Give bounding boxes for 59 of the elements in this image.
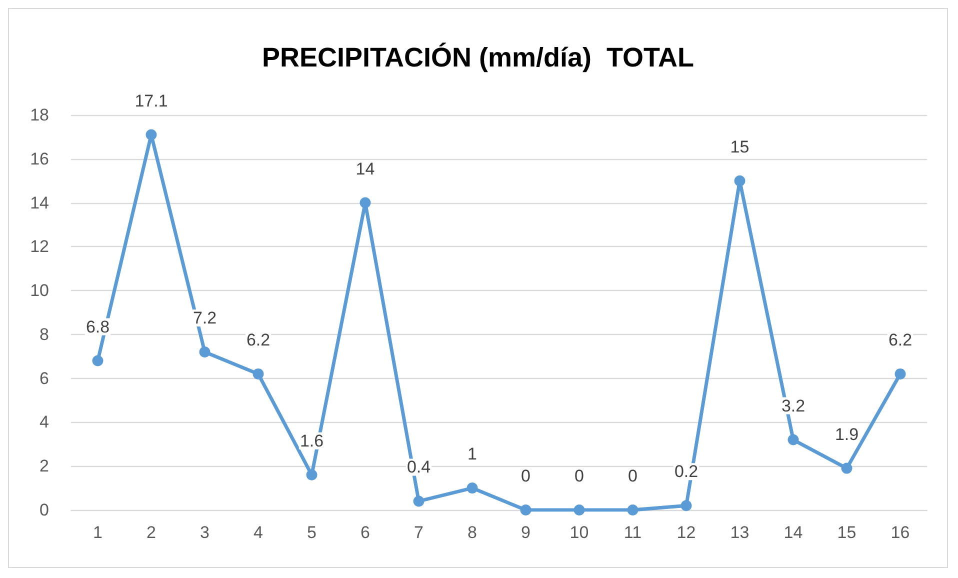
y-tick-label: 16 — [30, 149, 49, 168]
point — [627, 504, 638, 516]
data-label: 0.2 — [674, 462, 698, 482]
chart-title: PRECIPITACIÓN (mm/día) TOTAL — [262, 42, 694, 72]
data-label: 14 — [356, 159, 375, 178]
point — [413, 496, 424, 507]
data-label: 0 — [574, 466, 584, 486]
y-tick-label: 2 — [40, 456, 49, 476]
x-tick-label: 10 — [570, 523, 589, 542]
x-tick-label: 1 — [93, 523, 102, 542]
x-tick-label: 14 — [784, 523, 803, 542]
y-tick-label: 6 — [40, 368, 49, 388]
data-label: 1.9 — [834, 424, 859, 444]
x-tick-label: 7 — [414, 523, 424, 542]
point — [841, 462, 852, 474]
data-label: 0 — [521, 466, 530, 486]
x-tick-label: 2 — [146, 523, 156, 542]
x-tick-label: 13 — [730, 523, 750, 542]
y-tick-label: 4 — [40, 412, 49, 432]
point — [146, 129, 157, 140]
point — [894, 368, 906, 380]
data-label: 15 — [730, 137, 750, 156]
point — [788, 434, 799, 446]
point — [734, 175, 746, 186]
y-tick-label: 18 — [30, 106, 49, 124]
data-label: 0 — [628, 466, 638, 486]
point — [360, 197, 371, 208]
x-tick-label: 9 — [521, 523, 530, 542]
x-tick-label: 5 — [307, 523, 316, 542]
data-label: 0.4 — [406, 458, 431, 477]
y-tick-label: 8 — [40, 324, 49, 344]
data-label: 6.2 — [246, 330, 270, 350]
x-tick-label: 8 — [468, 523, 477, 542]
x-tick-label: 12 — [676, 523, 696, 542]
data-label: 1.6 — [300, 431, 324, 450]
x-tick-label: 4 — [254, 523, 263, 542]
point — [520, 504, 532, 516]
y-tick-label: 10 — [30, 281, 49, 300]
data-label: 1 — [468, 444, 477, 464]
point — [92, 355, 104, 366]
y-tick-label: 0 — [40, 500, 49, 520]
x-tick-label: 15 — [837, 523, 856, 542]
data-label: 3.2 — [781, 396, 806, 416]
x-tick-label: 6 — [360, 523, 370, 542]
data-label: 7.2 — [192, 308, 217, 328]
data-label: 6.2 — [888, 330, 912, 350]
point — [574, 504, 585, 516]
data-label: 17.1 — [134, 91, 168, 110]
x-tick-label: 16 — [890, 523, 910, 542]
y-tick-label: 12 — [30, 237, 49, 256]
x-tick-label: 11 — [624, 523, 642, 542]
point — [466, 482, 478, 494]
point — [306, 469, 318, 480]
y-tick-label: 14 — [30, 193, 49, 212]
x-tick-label: 3 — [200, 523, 210, 542]
point — [199, 346, 210, 358]
point — [680, 500, 692, 512]
point — [252, 368, 264, 380]
data-label: 6.8 — [86, 317, 110, 336]
